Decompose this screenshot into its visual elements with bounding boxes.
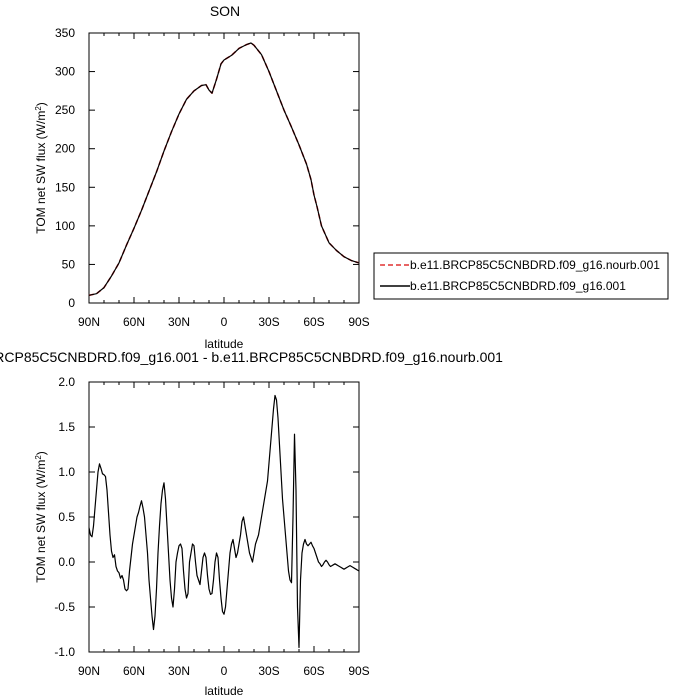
top-series-group [88,42,360,297]
bottom-y-tick-label-2: 0.0 [58,555,75,569]
top-x-tick-label-1: 60N [123,315,145,329]
bottom-x-tick-label-0: 90N [78,664,100,678]
bottom-y-tick-label-0: -1.0 [54,645,75,659]
bottom-series-group [88,394,360,649]
bottom-x-axis-label: latitude [205,684,244,698]
legend-entry-control: b.e11.BRCP85C5CNBDRD.f09_g16.001 [410,279,626,293]
top-chart-title: SON [210,3,240,19]
bottom-y-tick-label-4: 1.0 [58,465,75,479]
top-x-tick-label-4: 30S [258,315,279,329]
bottom-x-tick-label-5: 60S [303,664,324,678]
legend-entry-nourb: b.e11.BRCP85C5CNBDRD.f09_g16.nourb.001 [410,258,660,272]
bottom-x-tick-label-3: 0 [221,664,228,678]
top-y-tick-label-4: 200 [55,142,75,156]
bottom-x-tick-label-1: 60N [123,664,145,678]
bottom-x-tick-label-6: 90S [348,664,369,678]
top-x-tick-label-2: 30N [168,315,190,329]
bottom-chart-title: b.e11.BRCP85C5CNBDRD.f09_g16.001 - b.e11… [0,349,503,365]
top-y-axis-label: TOM net SW flux (W/m2) [34,102,49,234]
top-y-tick-label-2: 100 [55,219,75,233]
bottom-x-tick-label-4: 30S [258,664,279,678]
top-series-line-0 [88,42,360,297]
top-y-tick-label-0: 0 [68,296,75,310]
bottom-y-tick-label-5: 1.5 [58,420,75,434]
bottom-y-tick-label-6: 2.0 [58,375,75,389]
bottom-y-tick-label-1: -0.5 [54,600,75,614]
top-x-tick-label-5: 60S [303,315,324,329]
bottom-x-tick-label-2: 30N [168,664,190,678]
top-y-tick-label-5: 250 [55,103,75,117]
top-x-tick-label-3: 0 [221,315,228,329]
top-panel: SON 90N 60N 30N 0 30S 60S 90S 0 50 100 150 200 250 30… [34,3,370,351]
top-y-tick-label-3: 150 [55,180,75,194]
top-x-tick-label-6: 90S [348,315,369,329]
bottom-y-tick-label-3: 0.5 [58,510,75,524]
legend: b.e11.BRCP85C5CNBDRD.f09_g16.nourb.001 b… [373,252,669,300]
bottom-tick-group: 90N 60N 30N 0 30S 60S 90S -1.0 -0.5 0.0 0.5 1.0 1.5 2… [54,375,369,678]
bottom-series-line-0 [88,394,360,649]
bottom-y-axis-label: TOM net SW flux (W/m2) [34,451,49,583]
top-y-tick-label-1: 50 [62,257,76,271]
legend-box [373,252,669,300]
top-tick-group: 90N 60N 30N 0 30S 60S 90S 0 50 100 150 200 250 300 350 [55,26,370,329]
top-x-tick-label-0: 90N [78,315,100,329]
top-y-tick-label-6: 300 [55,65,75,79]
top-series-line-1 [88,42,360,296]
top-plot-frame [88,32,360,304]
top-y-tick-label-7: 350 [55,26,75,40]
bottom-panel: b.e11.BRCP85C5CNBDRD.f09_g16.001 - b.e11… [0,349,503,698]
top-x-axis-label: latitude [205,337,244,351]
